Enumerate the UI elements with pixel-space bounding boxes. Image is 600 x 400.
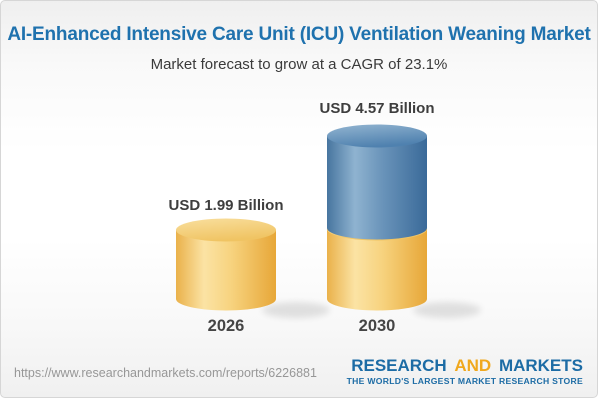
bar-2026-axis-label: 2026 xyxy=(207,317,245,335)
bar-2030-axis-label: 2030 xyxy=(358,317,396,335)
report-url: https://www.researchandmarkets.com/repor… xyxy=(14,366,317,380)
research-and-markets-logo: RESEARCH AND MARKETS THE WORLD'S LARGEST… xyxy=(347,357,583,386)
page-title: AI-Enhanced Intensive Care Unit (ICU) Ve… xyxy=(7,24,591,45)
cylinder-bar-chart xyxy=(176,124,481,318)
logo-tagline: THE WORLD'S LARGEST MARKET RESEARCH STOR… xyxy=(346,376,583,386)
logo-word-markets: MARKETS xyxy=(498,356,583,375)
logo-wordmark: RESEARCH AND MARKETS xyxy=(347,357,583,374)
bar-2026-shadow xyxy=(262,302,330,318)
page-subtitle: Market forecast to grow at a CAGR of 23.… xyxy=(150,56,448,73)
bar-2030-value-label: USD 4.57 Billion xyxy=(319,100,435,117)
bar-2030-shadow xyxy=(413,302,481,318)
bar-2030-cylinder xyxy=(327,124,427,311)
logo-word-and: AND xyxy=(454,356,492,375)
logo-word-research: RESEARCH xyxy=(351,356,447,375)
bar-2026-cylinder xyxy=(176,218,276,311)
bar-2026-value-label: USD 1.99 Billion xyxy=(168,197,284,214)
